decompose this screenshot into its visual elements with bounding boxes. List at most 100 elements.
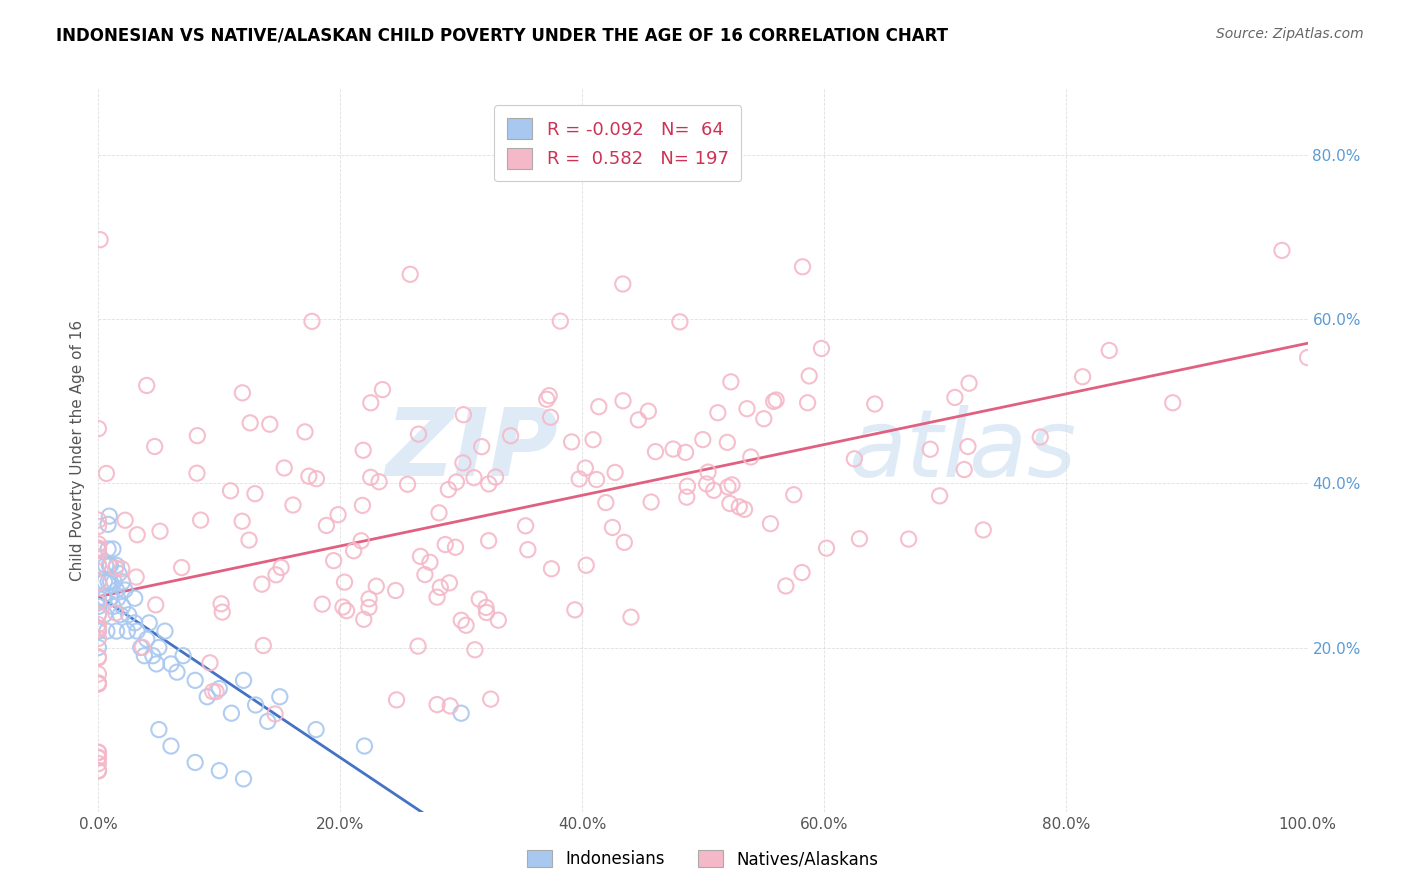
Point xyxy=(499,428,522,442)
Point xyxy=(148,723,170,737)
Point xyxy=(87,422,110,436)
Point xyxy=(359,591,381,606)
Point xyxy=(105,558,128,573)
Point xyxy=(844,451,866,466)
Point xyxy=(439,698,461,713)
Point xyxy=(335,604,357,618)
Point xyxy=(1098,343,1121,358)
Point xyxy=(796,396,818,410)
Point xyxy=(399,268,422,282)
Point xyxy=(184,756,207,770)
Point xyxy=(87,640,110,655)
Point xyxy=(98,509,121,524)
Point xyxy=(97,574,120,589)
Point xyxy=(311,597,333,611)
Point xyxy=(516,542,538,557)
Point xyxy=(720,375,742,389)
Point xyxy=(669,315,692,329)
Point xyxy=(582,433,605,447)
Y-axis label: Child Poverty Under the Age of 16: Child Poverty Under the Age of 16 xyxy=(69,320,84,581)
Point xyxy=(100,558,122,573)
Point xyxy=(568,472,591,486)
Point xyxy=(478,533,501,548)
Point xyxy=(114,513,136,527)
Point xyxy=(114,582,136,597)
Point xyxy=(124,591,146,606)
Point xyxy=(897,532,920,546)
Point xyxy=(250,577,273,591)
Point xyxy=(87,621,110,635)
Point xyxy=(111,574,134,589)
Point xyxy=(87,558,110,573)
Point xyxy=(446,475,468,489)
Point xyxy=(96,467,118,481)
Point xyxy=(231,514,253,528)
Point xyxy=(301,314,323,328)
Point xyxy=(264,567,287,582)
Point xyxy=(87,519,110,533)
Point xyxy=(707,406,730,420)
Point xyxy=(231,385,253,400)
Point xyxy=(385,693,408,707)
Point xyxy=(662,442,685,456)
Point xyxy=(208,764,231,778)
Point xyxy=(406,639,429,653)
Point xyxy=(281,498,304,512)
Point xyxy=(848,532,870,546)
Point xyxy=(595,495,617,509)
Point xyxy=(603,466,626,480)
Point xyxy=(305,723,328,737)
Point xyxy=(322,554,344,568)
Point xyxy=(439,575,461,590)
Point xyxy=(256,714,278,729)
Point xyxy=(195,690,218,704)
Point xyxy=(259,417,281,432)
Point xyxy=(111,599,134,614)
Point xyxy=(208,681,231,696)
Point xyxy=(384,583,406,598)
Point xyxy=(105,582,128,597)
Point xyxy=(87,677,110,691)
Point xyxy=(675,490,697,504)
Point xyxy=(160,657,183,671)
Point xyxy=(198,656,221,670)
Point xyxy=(87,617,110,632)
Point xyxy=(810,342,832,356)
Point xyxy=(315,518,337,533)
Point xyxy=(160,739,183,753)
Point xyxy=(221,706,243,721)
Point xyxy=(413,567,436,582)
Point xyxy=(101,599,124,614)
Point xyxy=(201,684,224,698)
Point xyxy=(252,639,274,653)
Point xyxy=(752,411,775,425)
Point xyxy=(352,499,374,513)
Point xyxy=(232,772,254,786)
Point xyxy=(245,698,267,712)
Point xyxy=(454,618,477,632)
Point xyxy=(100,574,122,589)
Point xyxy=(87,513,110,527)
Point xyxy=(105,624,128,639)
Point xyxy=(145,598,167,612)
Point xyxy=(353,739,375,753)
Point xyxy=(96,624,118,639)
Point xyxy=(87,607,110,622)
Text: Source: ZipAtlas.com: Source: ZipAtlas.com xyxy=(1216,27,1364,41)
Point xyxy=(717,480,740,494)
Point xyxy=(142,648,165,663)
Point xyxy=(145,657,167,671)
Point xyxy=(429,580,451,594)
Point xyxy=(135,378,157,392)
Point xyxy=(87,537,110,551)
Point xyxy=(676,479,699,493)
Point xyxy=(718,496,741,510)
Point xyxy=(783,488,806,502)
Point xyxy=(93,607,115,622)
Point xyxy=(928,489,950,503)
Point xyxy=(644,444,666,458)
Point xyxy=(333,575,356,590)
Point xyxy=(87,624,110,639)
Point xyxy=(94,558,117,573)
Point xyxy=(104,561,127,575)
